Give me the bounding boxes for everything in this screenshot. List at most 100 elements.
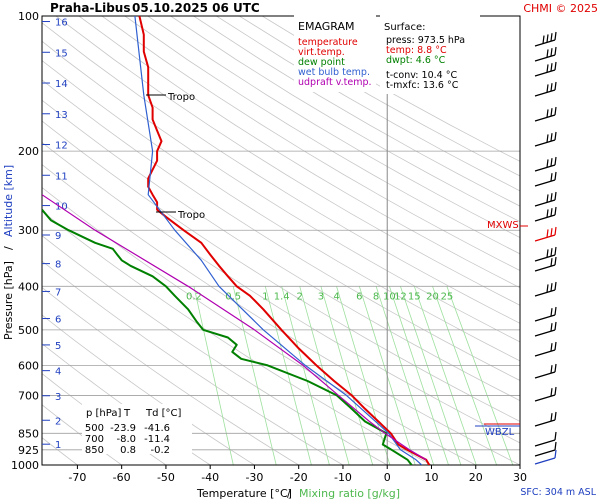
wind-barb-flag [546,249,549,258]
dry-adiabat [124,16,520,255]
wind-barb-staff [534,394,556,402]
chart-credit: CHMI © 2025 [523,2,598,15]
alt-tick-label: 13 [55,110,68,121]
mixing-ratio-line [336,286,391,465]
wind-barb-staff [534,199,556,207]
levels-table-cell: -0.2 [150,445,170,456]
alt-tick-label: 3 [55,392,61,403]
alt-tick-label: 2 [55,416,61,427]
surface-tconv: t-conv: 10.4 °C [386,70,457,81]
wind-barb-flag [554,306,557,316]
alt-tick-label: 4 [55,367,61,378]
wind-barb-flag [550,83,553,92]
alt-tick-label: 16 [55,18,68,29]
wind-barb-flag [550,173,553,182]
wind-barb-flag [554,46,557,56]
wind-barb-flag [546,284,549,293]
wind-barb-flag [554,31,557,41]
mixing-ratio-label: 12 [394,291,407,302]
series-line-udpraft-v-temp- [42,194,427,461]
mixing-ratio-line [193,286,234,465]
levels-table-cell: -11.4 [144,434,170,445]
alt-tick-label: 5 [55,341,61,352]
wind-barb-flag [546,159,549,168]
mixing-ratio-label: 1 [262,291,268,302]
tropo2-label: Tropo [177,210,205,221]
alt-tick-label: 14 [55,79,68,90]
wind-barb-flag [554,131,557,141]
x-axis-title-mix: Mixing ratio [g/kg] [299,487,400,500]
wind-barb-flag [550,365,553,374]
wind-barb-flag [554,386,557,396]
chart-title: Praha-Libus [50,1,130,15]
wind-barb-flag [550,283,553,292]
wind-barb-flag [554,81,557,91]
x-tick-label: 10 [424,471,438,484]
series-line-temperature [138,16,431,465]
wind-barb-staff [534,314,556,322]
wind-barb-flag [554,61,557,71]
wind-barb-flag [554,256,557,266]
surface-dwpt: dwpt: 4.6 °C [386,55,446,66]
y-axis-title-alt: Altitude [km] [2,165,15,237]
legend-entry: dew point [298,57,345,68]
levels-table-cell: -8.0 [116,434,136,445]
wind-barbs [534,31,557,465]
wind-barb-staff [534,89,556,97]
wind-barb-flag [554,431,557,441]
surface-tmxfc: t-mxfc: 13.6 °C [386,80,459,91]
mixing-ratio-label: 10 [383,291,396,302]
series-line-wet-bulb-temp- [134,16,423,465]
wind-barb-flag [550,248,553,257]
alt-tick-label: 8 [55,260,61,271]
x-tick-label: -30 [245,471,263,484]
x-tick-label: -10 [334,471,352,484]
grid-inner [42,16,520,465]
wind-barb-staff [534,234,556,242]
wind-barb-staff [534,69,556,77]
levels-table-cell: -41.6 [144,423,170,434]
dry-adiabat [55,16,520,306]
dry-adiabat [42,22,520,324]
wind-barb-staff [534,39,556,47]
wind-barb-flag [554,226,557,236]
mixing-ratio-line [446,286,514,465]
wind-barb-staff [534,289,556,297]
x-tick-label: 0 [384,471,391,484]
wind-barb-flag [546,229,549,238]
wind-barb-flag [554,449,557,459]
levels-table-cell: -23.9 [110,423,136,434]
mxws-label: MXWS [487,220,519,231]
wind-barb-staff [534,439,556,447]
tropo1-label: Tropo [167,92,195,103]
p-tick-label: 400 [18,280,39,293]
levels-table-cell: 700 [85,434,104,445]
wind-barb-flag [550,193,553,202]
x-axis-title-temp: Temperature [°C] [196,487,292,500]
wind-barb-flag [550,108,553,117]
levels-table-header: Td [°C] [145,408,182,419]
dry-adiabat [78,16,520,289]
dry-adiabat [42,79,520,381]
p-tick-label: 200 [18,145,39,158]
dry-adiabat [42,120,520,422]
dry-adiabat [147,16,520,238]
legend-entry: temperature [298,37,358,48]
p-tick-label: 300 [18,224,39,237]
wind-barb-flag [546,134,549,143]
wind-barb-flag [550,323,553,332]
mixing-ratio-line [413,286,477,465]
wind-barb-flag [546,64,549,73]
wind-barb-flag [546,209,549,218]
chart-datetime: 05.10.2025 06 UTC [132,1,260,15]
wind-barb-staff [534,371,556,379]
mixing-ratio-line [389,286,449,465]
wind-barb-flag [546,49,549,58]
x-tick-label: -20 [290,471,308,484]
surface-title: Surface: [384,22,425,33]
mixing-ratio-line [320,286,374,465]
mixing-ratio-label: 0.5 [225,291,241,302]
series-line-dew-point [42,209,413,465]
